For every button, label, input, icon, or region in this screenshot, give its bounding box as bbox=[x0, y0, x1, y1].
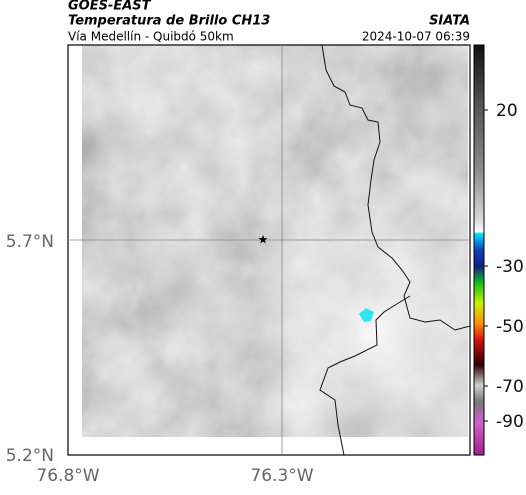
colorbar-label: -50 bbox=[496, 317, 524, 337]
colorbar bbox=[473, 44, 485, 456]
region-subtitle: Vía Medellín - Quibdó 50km bbox=[68, 30, 234, 44]
colorbar-label: 20 bbox=[496, 101, 518, 121]
boundary-lines bbox=[319, 44, 471, 456]
source-title: GOES-EAST bbox=[68, 0, 152, 14]
lat-label: 5.2°N bbox=[6, 446, 54, 466]
lon-label: 76.8°W bbox=[36, 466, 99, 486]
lat-label: 5.7°N bbox=[6, 232, 54, 252]
timestamp: 2024-10-07 06:39 bbox=[362, 30, 470, 44]
cloud-area bbox=[82, 45, 468, 437]
colorbar-label: -90 bbox=[496, 412, 524, 432]
map-frame bbox=[67, 44, 471, 456]
lon-label: 76.3°W bbox=[250, 466, 313, 486]
colorbar-label: -70 bbox=[496, 377, 524, 397]
colorbar-label: -30 bbox=[496, 257, 524, 277]
city-marker: ★ bbox=[258, 233, 269, 247]
satellite-image bbox=[82, 45, 468, 437]
product-title: Temperatura de Brillo CH13 bbox=[68, 14, 270, 29]
organization: SIATA bbox=[429, 14, 470, 29]
colorbar-ticks bbox=[484, 109, 488, 422]
cold-core bbox=[359, 308, 374, 322]
